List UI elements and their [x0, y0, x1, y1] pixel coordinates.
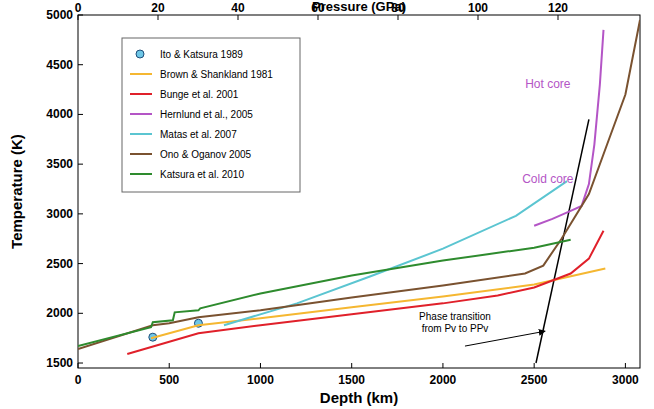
legend-line: [130, 73, 152, 75]
legend-label: Ito & Katsura 1989: [160, 49, 243, 60]
chart: 0500100015002000250030000204060801001201…: [0, 0, 654, 409]
x2-tick: [238, 15, 239, 20]
legend-line: [130, 133, 152, 135]
y-tick: [78, 64, 83, 65]
annotation-arrow: [465, 331, 545, 346]
y-tick-label: 2000: [46, 306, 73, 320]
series-line: [224, 181, 567, 325]
legend-line: [130, 153, 152, 155]
series-line: [127, 231, 603, 354]
y-tick: [78, 15, 83, 16]
x2-tick: [398, 15, 399, 20]
x-tick: [534, 363, 535, 368]
legend-label: Bunge et al. 2001: [160, 89, 239, 100]
plot-frame: [78, 15, 640, 368]
x2-tick: [558, 15, 559, 20]
legend-marker: [136, 50, 144, 58]
annotation: Phase transition: [419, 311, 491, 322]
legend-label: Hernlund et al., 2005: [160, 109, 253, 120]
y-tick: [78, 263, 83, 264]
legend-label: Matas et al. 2007: [160, 129, 237, 140]
legend-label: Ono & Oganov 2005: [160, 149, 252, 160]
x2-tick-label: 40: [231, 1, 245, 15]
x2-tick: [478, 15, 479, 20]
annotation: Cold core: [522, 172, 574, 186]
x-tick-label: 2500: [521, 373, 548, 387]
legend-line: [130, 173, 152, 175]
x-tick: [625, 363, 626, 368]
x2-tick: [78, 15, 79, 20]
x-tick-label: 0: [75, 373, 82, 387]
x2-tick: [318, 15, 319, 20]
x-tick: [260, 363, 261, 368]
annotation: from Pv to PPv: [422, 323, 489, 334]
x-tick-label: 1000: [247, 373, 274, 387]
y-tick: [78, 313, 83, 314]
x-tick: [351, 363, 352, 368]
legend-label: Katsura et al. 2010: [160, 169, 244, 180]
y-tick-label: 3000: [46, 207, 73, 221]
series-line: [78, 240, 571, 346]
x-tick-label: 500: [159, 373, 179, 387]
y-tick: [78, 363, 83, 364]
y-axis-label: Temperature (K): [8, 134, 25, 249]
x-axis-label: Depth (km): [320, 389, 398, 406]
x-tick: [169, 363, 170, 368]
x-tick-label: 1500: [338, 373, 365, 387]
y-tick-label: 4000: [46, 107, 73, 121]
x2-tick: [158, 15, 159, 20]
x2-tick-label: 20: [151, 1, 165, 15]
x-tick: [78, 363, 79, 368]
y-tick-label: 1500: [46, 356, 73, 370]
x-tick: [442, 363, 443, 368]
x2-tick-label: 100: [468, 1, 488, 15]
y-tick: [78, 213, 83, 214]
legend-line: [130, 113, 152, 115]
annotation: Hot core: [525, 77, 571, 91]
series-line: [78, 20, 640, 349]
y-tick: [78, 114, 83, 115]
x2-tick-label: 0: [75, 1, 82, 15]
y-tick-label: 4500: [46, 58, 73, 72]
legend: [122, 38, 300, 192]
y-tick-label: 3500: [46, 157, 73, 171]
plot-area: [78, 20, 640, 363]
x-tick-label: 2000: [430, 373, 457, 387]
y-tick-label: 2500: [46, 257, 73, 271]
x2-axis-label: Pressure (GPa): [312, 0, 406, 14]
x2-tick-label: 120: [548, 1, 568, 15]
x-tick-label: 3000: [612, 373, 639, 387]
y-tick-label: 5000: [46, 8, 73, 22]
y-tick: [78, 164, 83, 165]
legend-line: [130, 93, 152, 95]
legend-label: Brown & Shankland 1981: [160, 69, 273, 80]
